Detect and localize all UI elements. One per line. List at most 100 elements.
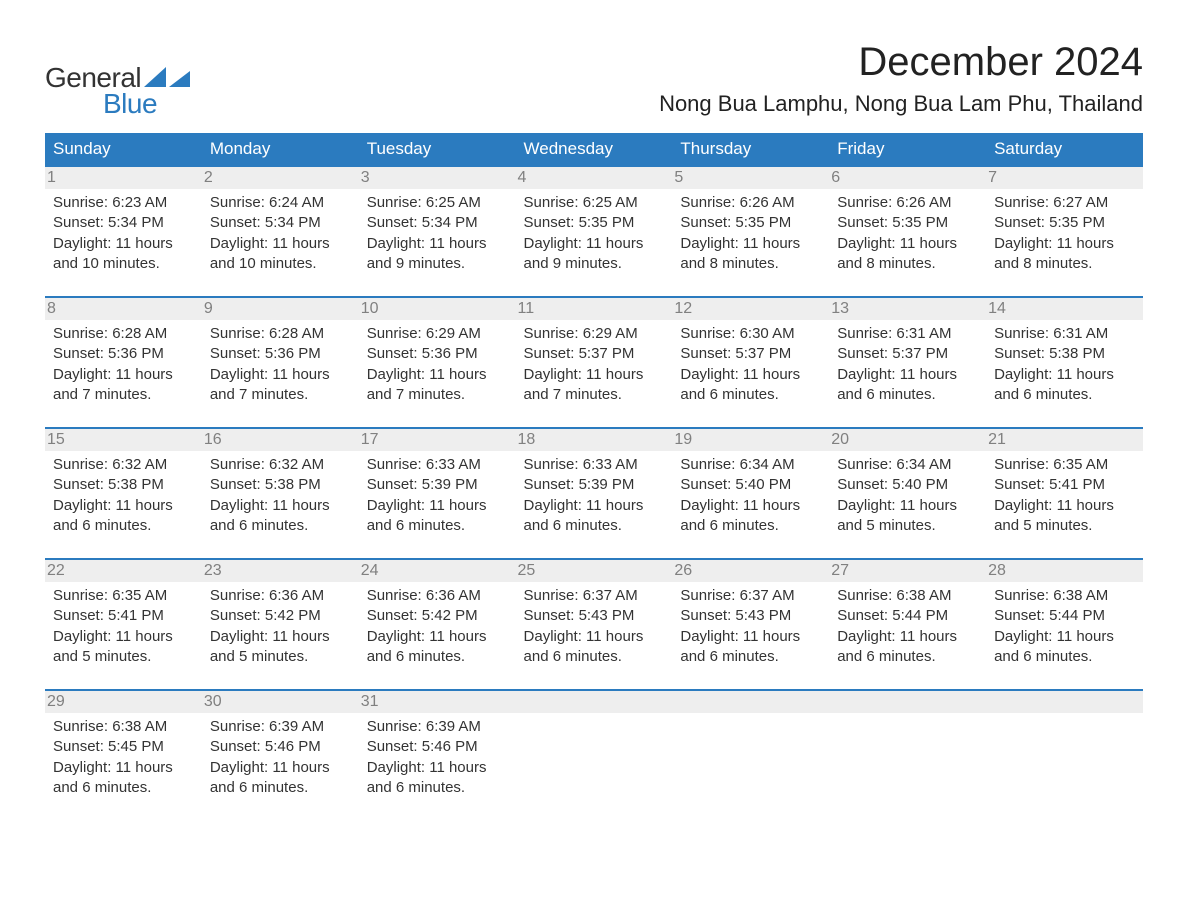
day-details: Sunrise: 6:25 AMSunset: 5:35 PMDaylight:…	[524, 193, 665, 274]
sunset-line: Sunset: 5:38 PM	[210, 475, 351, 495]
day-number: 8	[45, 298, 202, 320]
sunrise-line: Sunrise: 6:35 AM	[994, 455, 1135, 475]
sunrise-line: Sunrise: 6:35 AM	[53, 586, 194, 606]
sunrise-line: Sunrise: 6:33 AM	[524, 455, 665, 475]
week-row: 15Sunrise: 6:32 AMSunset: 5:38 PMDayligh…	[45, 428, 1143, 559]
daylight-line: Daylight: 11 hours and 6 minutes.	[524, 496, 665, 537]
day-details: Sunrise: 6:23 AMSunset: 5:34 PMDaylight:…	[53, 193, 194, 274]
day-cell	[516, 690, 673, 820]
col-tuesday: Tuesday	[359, 133, 516, 166]
sunrise-line: Sunrise: 6:34 AM	[680, 455, 821, 475]
day-number: 13	[829, 298, 986, 320]
day-details: Sunrise: 6:33 AMSunset: 5:39 PMDaylight:…	[367, 455, 508, 536]
sunrise-line: Sunrise: 6:38 AM	[837, 586, 978, 606]
sunrise-line: Sunrise: 6:36 AM	[210, 586, 351, 606]
day-cell: 21Sunrise: 6:35 AMSunset: 5:41 PMDayligh…	[986, 428, 1143, 559]
day-number: 9	[202, 298, 359, 320]
daylight-line: Daylight: 11 hours and 6 minutes.	[53, 758, 194, 799]
day-details: Sunrise: 6:35 AMSunset: 5:41 PMDaylight:…	[53, 586, 194, 667]
daylight-line: Daylight: 11 hours and 6 minutes.	[367, 758, 508, 799]
day-cell: 9Sunrise: 6:28 AMSunset: 5:36 PMDaylight…	[202, 297, 359, 428]
daylight-line: Daylight: 11 hours and 10 minutes.	[53, 234, 194, 275]
sunset-line: Sunset: 5:44 PM	[994, 606, 1135, 626]
day-details: Sunrise: 6:38 AMSunset: 5:44 PMDaylight:…	[837, 586, 978, 667]
day-details: Sunrise: 6:38 AMSunset: 5:44 PMDaylight:…	[994, 586, 1135, 667]
sunset-line: Sunset: 5:46 PM	[210, 737, 351, 757]
day-number: 20	[829, 429, 986, 451]
col-wednesday: Wednesday	[516, 133, 673, 166]
day-number: 7	[986, 167, 1143, 189]
day-cell: 31Sunrise: 6:39 AMSunset: 5:46 PMDayligh…	[359, 690, 516, 820]
sunset-line: Sunset: 5:38 PM	[994, 344, 1135, 364]
week-row: 8Sunrise: 6:28 AMSunset: 5:36 PMDaylight…	[45, 297, 1143, 428]
day-cell: 2Sunrise: 6:24 AMSunset: 5:34 PMDaylight…	[202, 166, 359, 297]
sunrise-line: Sunrise: 6:27 AM	[994, 193, 1135, 213]
sunset-line: Sunset: 5:44 PM	[837, 606, 978, 626]
sunset-line: Sunset: 5:40 PM	[837, 475, 978, 495]
sunset-line: Sunset: 5:43 PM	[680, 606, 821, 626]
sunrise-line: Sunrise: 6:23 AM	[53, 193, 194, 213]
sunrise-line: Sunrise: 6:34 AM	[837, 455, 978, 475]
day-number-empty	[829, 691, 986, 713]
day-details: Sunrise: 6:36 AMSunset: 5:42 PMDaylight:…	[367, 586, 508, 667]
sunset-line: Sunset: 5:34 PM	[53, 213, 194, 233]
daylight-line: Daylight: 11 hours and 8 minutes.	[837, 234, 978, 275]
sunset-line: Sunset: 5:46 PM	[367, 737, 508, 757]
day-details: Sunrise: 6:24 AMSunset: 5:34 PMDaylight:…	[210, 193, 351, 274]
day-cell: 12Sunrise: 6:30 AMSunset: 5:37 PMDayligh…	[672, 297, 829, 428]
day-cell: 4Sunrise: 6:25 AMSunset: 5:35 PMDaylight…	[516, 166, 673, 297]
day-cell: 19 Sunrise: 6:34 AMSunset: 5:40 PMDayligh…	[672, 428, 829, 559]
daylight-line: Daylight: 11 hours and 6 minutes.	[367, 627, 508, 668]
day-cell: 6Sunrise: 6:26 AMSunset: 5:35 PMDaylight…	[829, 166, 986, 297]
day-details: Sunrise: 6:36 AMSunset: 5:42 PMDaylight:…	[210, 586, 351, 667]
daylight-line: Daylight: 11 hours and 7 minutes.	[53, 365, 194, 406]
day-details: Sunrise: 6:37 AMSunset: 5:43 PMDaylight:…	[680, 586, 821, 667]
day-details: Sunrise: 6:35 AMSunset: 5:41 PMDaylight:…	[994, 455, 1135, 536]
day-number: 15	[45, 429, 202, 451]
header: General Blue December 2024 Nong Bua Lamp…	[45, 40, 1143, 129]
daylight-line: Daylight: 11 hours and 6 minutes.	[524, 627, 665, 668]
day-cell	[672, 690, 829, 820]
day-number: 28	[986, 560, 1143, 582]
day-cell: 22Sunrise: 6:35 AMSunset: 5:41 PMDayligh…	[45, 559, 202, 690]
day-number: 16	[202, 429, 359, 451]
sunrise-line: Sunrise: 6:32 AM	[210, 455, 351, 475]
day-details: Sunrise: 6:30 AMSunset: 5:37 PMDaylight:…	[680, 324, 821, 405]
day-details: Sunrise: 6:38 AMSunset: 5:45 PMDaylight:…	[53, 717, 194, 798]
sunset-line: Sunset: 5:35 PM	[524, 213, 665, 233]
sunset-line: Sunset: 5:34 PM	[367, 213, 508, 233]
col-saturday: Saturday	[986, 133, 1143, 166]
col-sunday: Sunday	[45, 133, 202, 166]
daylight-line: Daylight: 11 hours and 7 minutes.	[524, 365, 665, 406]
sunrise-line: Sunrise: 6:25 AM	[524, 193, 665, 213]
day-details: Sunrise: 6:32 AMSunset: 5:38 PMDaylight:…	[53, 455, 194, 536]
day-details: Sunrise: 6:34 AMSunset: 5:40 PMDaylight:…	[680, 455, 821, 536]
day-cell: 13 Sunrise: 6:31 AMSunset: 5:37 PMDayligh…	[829, 297, 986, 428]
day-details: Sunrise: 6:37 AMSunset: 5:43 PMDaylight:…	[524, 586, 665, 667]
sunrise-line: Sunrise: 6:29 AM	[524, 324, 665, 344]
sunset-line: Sunset: 5:36 PM	[367, 344, 508, 364]
daylight-line: Daylight: 11 hours and 5 minutes.	[994, 496, 1135, 537]
sunset-line: Sunset: 5:40 PM	[680, 475, 821, 495]
sunrise-line: Sunrise: 6:39 AM	[210, 717, 351, 737]
sunrise-line: Sunrise: 6:28 AM	[53, 324, 194, 344]
daylight-line: Daylight: 11 hours and 6 minutes.	[680, 627, 821, 668]
day-cell	[986, 690, 1143, 820]
day-details: Sunrise: 6:31 AMSunset: 5:38 PMDaylight:…	[994, 324, 1135, 405]
day-number: 26	[672, 560, 829, 582]
day-cell: 24Sunrise: 6:36 AMSunset: 5:42 PMDayligh…	[359, 559, 516, 690]
day-number: 19	[672, 429, 829, 451]
sunrise-line: Sunrise: 6:38 AM	[53, 717, 194, 737]
week-row: 29Sunrise: 6:38 AMSunset: 5:45 PMDayligh…	[45, 690, 1143, 820]
sunrise-line: Sunrise: 6:30 AM	[680, 324, 821, 344]
day-number: 31	[359, 691, 516, 713]
day-details: Sunrise: 6:34 AMSunset: 5:40 PMDaylight:…	[837, 455, 978, 536]
day-details: Sunrise: 6:31 AMSunset: 5:37 PMDaylight:…	[837, 324, 978, 405]
day-number: 3	[359, 167, 516, 189]
day-cell: 14Sunrise: 6:31 AMSunset: 5:38 PMDayligh…	[986, 297, 1143, 428]
day-cell: 11Sunrise: 6:29 AMSunset: 5:37 PMDayligh…	[516, 297, 673, 428]
day-details: Sunrise: 6:33 AMSunset: 5:39 PMDaylight:…	[524, 455, 665, 536]
daylight-line: Daylight: 11 hours and 5 minutes.	[210, 627, 351, 668]
sunset-line: Sunset: 5:36 PM	[53, 344, 194, 364]
week-row: 1Sunrise: 6:23 AMSunset: 5:34 PMDaylight…	[45, 166, 1143, 297]
